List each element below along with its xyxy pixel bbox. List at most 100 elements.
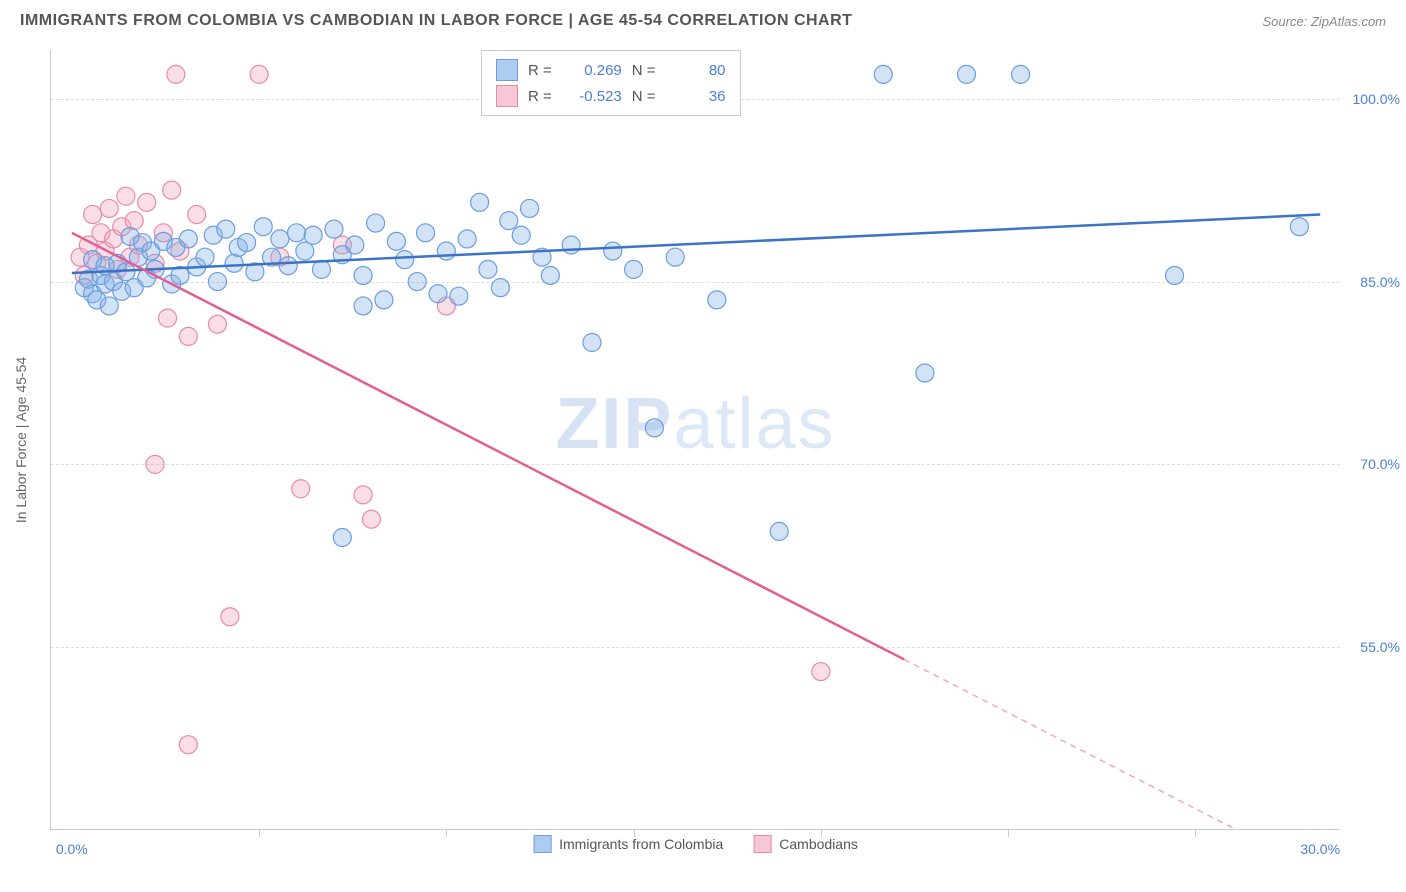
data-point	[916, 364, 934, 382]
legend-swatch-icon	[533, 835, 551, 853]
data-point	[450, 287, 468, 305]
data-point	[521, 199, 539, 217]
legend-r-value: 0.269	[562, 62, 622, 79]
data-point	[708, 291, 726, 309]
legend-label: Immigrants from Colombia	[559, 836, 723, 852]
source-label: Source: ZipAtlas.com	[1262, 14, 1386, 29]
data-point	[770, 522, 788, 540]
legend-swatch-icon	[753, 835, 771, 853]
data-point	[500, 212, 518, 230]
legend-swatch-icon	[496, 59, 518, 81]
data-point	[541, 266, 559, 284]
legend-row: R = 0.269 N = 80	[496, 57, 726, 83]
data-point	[279, 257, 297, 275]
x-tick	[1008, 829, 1009, 837]
data-point	[238, 234, 256, 252]
x-tick	[259, 829, 260, 837]
scatter-plot-svg	[51, 50, 1340, 829]
data-point	[1012, 65, 1030, 83]
data-point	[196, 248, 214, 266]
data-point	[163, 181, 181, 199]
data-point	[354, 297, 372, 315]
trend-line-dashed	[904, 659, 1237, 830]
data-point	[84, 206, 102, 224]
legend-swatch-icon	[496, 85, 518, 107]
data-point	[458, 230, 476, 248]
y-tick-label: 55.0%	[1360, 639, 1400, 655]
data-point	[417, 224, 435, 242]
legend-n-value: 80	[666, 62, 726, 79]
data-point	[217, 220, 235, 238]
legend-label: Cambodians	[779, 836, 858, 852]
data-point	[645, 419, 663, 437]
data-point	[250, 65, 268, 83]
data-point	[354, 486, 372, 504]
x-tick	[1195, 829, 1196, 837]
data-point	[254, 218, 272, 236]
trend-line	[72, 233, 904, 660]
y-tick-label: 85.0%	[1360, 274, 1400, 290]
series-legend: Immigrants from Colombia Cambodians	[533, 835, 858, 853]
legend-r-value: -0.523	[562, 88, 622, 105]
data-point	[491, 279, 509, 297]
data-point	[179, 230, 197, 248]
data-point	[437, 242, 455, 260]
data-point	[387, 232, 405, 250]
data-point	[666, 248, 684, 266]
data-point	[167, 65, 185, 83]
legend-item: Cambodians	[753, 835, 858, 853]
data-point	[304, 226, 322, 244]
data-point	[429, 285, 447, 303]
legend-r-label: R =	[528, 62, 552, 79]
data-point	[512, 226, 530, 244]
data-point	[625, 260, 643, 278]
y-tick-label: 100.0%	[1353, 91, 1400, 107]
data-point	[396, 251, 414, 269]
data-point	[367, 214, 385, 232]
data-point	[100, 297, 118, 315]
data-point	[225, 254, 243, 272]
legend-r-label: R =	[528, 88, 552, 105]
data-point	[812, 663, 830, 681]
data-point	[179, 736, 197, 754]
data-point	[208, 315, 226, 333]
data-point	[292, 480, 310, 498]
data-point	[562, 236, 580, 254]
data-point	[471, 193, 489, 211]
data-point	[179, 327, 197, 345]
y-axis-label: In Labor Force | Age 45-54	[13, 356, 29, 522]
data-point	[312, 260, 330, 278]
data-point	[117, 187, 135, 205]
data-point	[1166, 266, 1184, 284]
data-point	[208, 273, 226, 291]
data-point	[296, 242, 314, 260]
data-point	[362, 510, 380, 528]
data-point	[138, 193, 156, 211]
data-point	[479, 260, 497, 278]
data-point	[100, 199, 118, 217]
data-point	[1290, 218, 1308, 236]
legend-item: Immigrants from Colombia	[533, 835, 723, 853]
data-point	[271, 230, 289, 248]
data-point	[874, 65, 892, 83]
data-point	[146, 455, 164, 473]
data-point	[957, 65, 975, 83]
x-tick-label: 30.0%	[1300, 841, 1340, 857]
data-point	[408, 273, 426, 291]
legend-n-value: 36	[666, 88, 726, 105]
data-point	[604, 242, 622, 260]
data-point	[354, 266, 372, 284]
data-point	[346, 236, 364, 254]
legend-n-label: N =	[632, 88, 656, 105]
data-point	[375, 291, 393, 309]
data-point	[221, 608, 239, 626]
data-point	[288, 224, 306, 242]
data-point	[159, 309, 177, 327]
data-point	[125, 212, 143, 230]
legend-row: R = -0.523 N = 36	[496, 83, 726, 109]
legend-n-label: N =	[632, 62, 656, 79]
chart-title: IMMIGRANTS FROM COLOMBIA VS CAMBODIAN IN…	[20, 12, 852, 30]
correlation-legend: R = 0.269 N = 80 R = -0.523 N = 36	[481, 50, 741, 116]
chart-plot-area: ZIPatlas In Labor Force | Age 45-54 55.0…	[50, 50, 1340, 830]
data-point	[583, 334, 601, 352]
